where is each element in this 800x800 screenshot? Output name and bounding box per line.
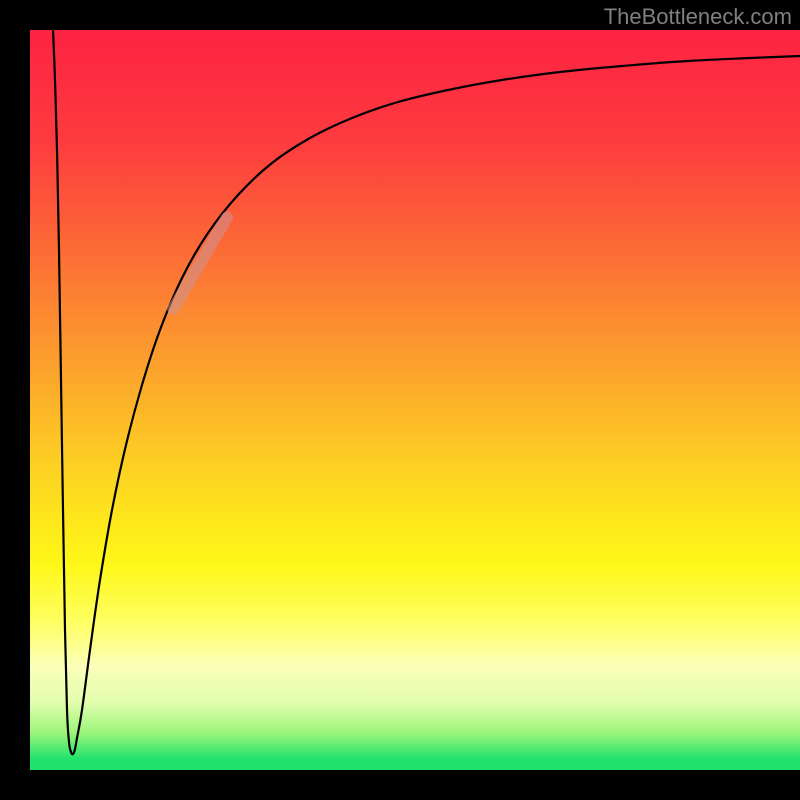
chart-container: TheBottleneck.com <box>0 0 800 800</box>
watermark-text: TheBottleneck.com <box>604 4 792 30</box>
curve-ascending <box>77 56 800 738</box>
curve-descending <box>53 30 77 754</box>
curve-layer <box>30 30 800 770</box>
